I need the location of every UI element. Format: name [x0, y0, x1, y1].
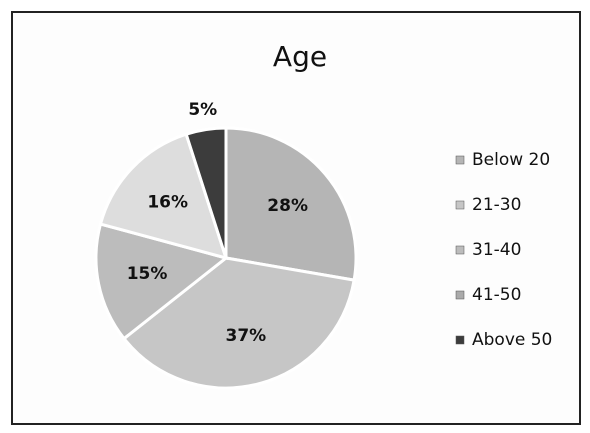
legend-swatch — [455, 290, 465, 300]
chart-title: Age — [273, 40, 327, 73]
pie-slice — [224, 126, 358, 282]
pie-slice — [121, 256, 356, 390]
legend-label: 31-40 — [472, 240, 521, 260]
data-label: 16% — [147, 192, 188, 212]
legend-swatch — [455, 155, 465, 165]
data-label: 28% — [267, 196, 308, 216]
data-label: 37% — [225, 326, 266, 346]
legend-label: Above 50 — [472, 330, 552, 350]
legend-swatch — [455, 335, 465, 345]
legend-label: Below 20 — [472, 150, 550, 170]
data-label: 15% — [127, 264, 168, 284]
legend-label: 21-30 — [472, 195, 521, 215]
data-label: 5% — [188, 100, 217, 120]
legend-swatch — [455, 200, 465, 210]
pie-slice — [94, 222, 230, 341]
pie-slice — [184, 126, 228, 259]
legend-swatch — [455, 245, 465, 255]
legend-label: 41-50 — [472, 285, 521, 305]
